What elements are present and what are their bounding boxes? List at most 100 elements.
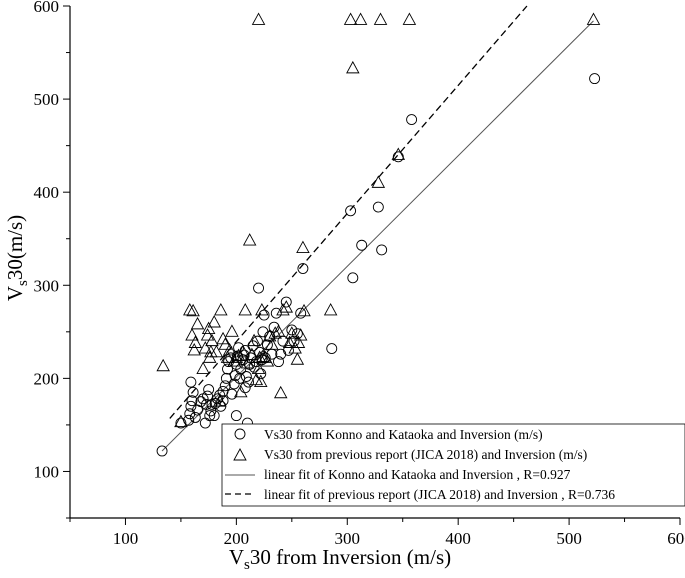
data-point-triangle (323, 302, 338, 316)
data-point-triangle (205, 333, 219, 347)
legend-label-fit-jica: linear fit of previous report (JICA 2018… (264, 487, 615, 502)
data-point-circle (392, 151, 404, 163)
data-point-triangle (212, 394, 227, 407)
y-tick-label: 600 (34, 0, 60, 16)
data-point-triangle (290, 352, 305, 365)
data-point-triangle (187, 342, 201, 356)
data-point-triangle (256, 349, 270, 362)
data-point-triangle (231, 348, 246, 361)
data-point-circle (273, 356, 284, 368)
y-tick-label: 300 (34, 276, 60, 295)
data-point-circle (222, 363, 233, 375)
data-point-circle (253, 282, 264, 294)
x-tick-label: 400 (445, 529, 471, 548)
data-point-circle (203, 384, 215, 395)
konno-kataoka-points (156, 73, 601, 457)
data-point-circle (185, 376, 197, 388)
data-point-triangle (297, 303, 311, 317)
data-point-circle (286, 324, 298, 336)
data-point-triangle (265, 337, 279, 350)
legend-label-fit-konno: linear fit of Konno and Kataoka and Inve… (264, 467, 571, 482)
data-point-circle (372, 201, 384, 213)
ticks: 100 200 300 400 500 600 100 200 300 400 500 600 (34, 0, 685, 548)
data-point-triangle (260, 354, 275, 367)
data-point-circle (214, 389, 226, 401)
x-tick-label: 500 (556, 529, 582, 548)
data-point-circle (259, 352, 271, 364)
legend-marker-circle (234, 428, 246, 440)
data-point-triangle (218, 337, 233, 350)
data-point-triangle (282, 335, 297, 348)
data-point-triangle (371, 175, 386, 188)
data-point-circle (219, 380, 231, 392)
data-point-triangle (279, 300, 294, 313)
data-point-triangle (198, 341, 213, 354)
axes (69, 6, 680, 519)
data-point-circle (280, 296, 292, 308)
data-point-circle (187, 386, 199, 398)
data-point-triangle (271, 324, 286, 337)
data-point-triangle (216, 331, 230, 345)
data-point-circle (208, 410, 220, 422)
data-point-triangle (188, 335, 203, 348)
data-point-circle (186, 395, 198, 407)
data-point-circle (204, 410, 216, 422)
data-point-triangle (209, 344, 224, 358)
data-point-circle (195, 396, 207, 408)
legend: Vs30 from Konno and Kataoka and Inversio… (221, 423, 685, 507)
data-point-circle (326, 343, 338, 355)
data-point-triangle (291, 335, 306, 348)
data-point-triangle (186, 303, 200, 317)
data-point-triangle (236, 344, 250, 358)
data-point-circle (189, 412, 201, 423)
x-tick-label: 600 (667, 529, 685, 548)
data-point-triangle (273, 385, 288, 399)
data-point-triangle (402, 12, 417, 25)
data-point-circle (251, 335, 263, 347)
y-tick-label: 100 (34, 462, 60, 481)
data-point-triangle (343, 12, 358, 25)
fit-lines (161, 5, 594, 452)
data-point-triangle (201, 321, 216, 334)
fit-line-konno (161, 20, 594, 452)
data-point-circle (226, 388, 238, 400)
x-tick-label: 200 (224, 529, 250, 548)
data-point-circle (295, 307, 307, 319)
data-point-circle (228, 378, 240, 390)
data-point-triangle (353, 12, 368, 25)
legend-label-konno: Vs30 from Konno and Kataoka and Inversio… (264, 427, 543, 442)
x-tick-label: 300 (335, 529, 361, 548)
data-point-circle (283, 344, 294, 356)
data-point-triangle (247, 333, 261, 347)
data-point-triangle (251, 12, 266, 25)
x-tick-label: 100 (113, 529, 139, 548)
data-point-circle (376, 244, 388, 256)
data-point-circle (230, 410, 242, 422)
y-tick-label: 400 (34, 183, 60, 202)
data-point-circle (297, 263, 309, 274)
data-point-circle (199, 417, 211, 429)
data-point-triangle (222, 342, 237, 356)
data-point-circle (589, 73, 601, 85)
data-point-triangle (183, 302, 197, 316)
fit-line-jica (169, 5, 528, 419)
data-point-triangle (190, 316, 205, 330)
data-point-triangle (240, 356, 255, 369)
data-point-triangle (234, 384, 248, 398)
data-point-triangle (214, 302, 228, 316)
x-axis-title: Vs30 from Inversion (m/s) (229, 545, 451, 573)
data-point-triangle (238, 302, 252, 316)
data-point-circle (288, 335, 300, 347)
y-tick-label: 500 (34, 90, 60, 109)
data-point-circle (175, 417, 187, 429)
data-point-circle (406, 114, 418, 126)
data-point-circle (185, 400, 197, 412)
data-point-circle (347, 272, 359, 284)
data-point-circle (243, 376, 255, 388)
data-point-triangle (185, 328, 199, 341)
data-point-triangle (255, 302, 269, 316)
data-point-triangle (391, 147, 406, 160)
data-point-circle (270, 307, 282, 319)
data-point-circle (240, 371, 252, 382)
